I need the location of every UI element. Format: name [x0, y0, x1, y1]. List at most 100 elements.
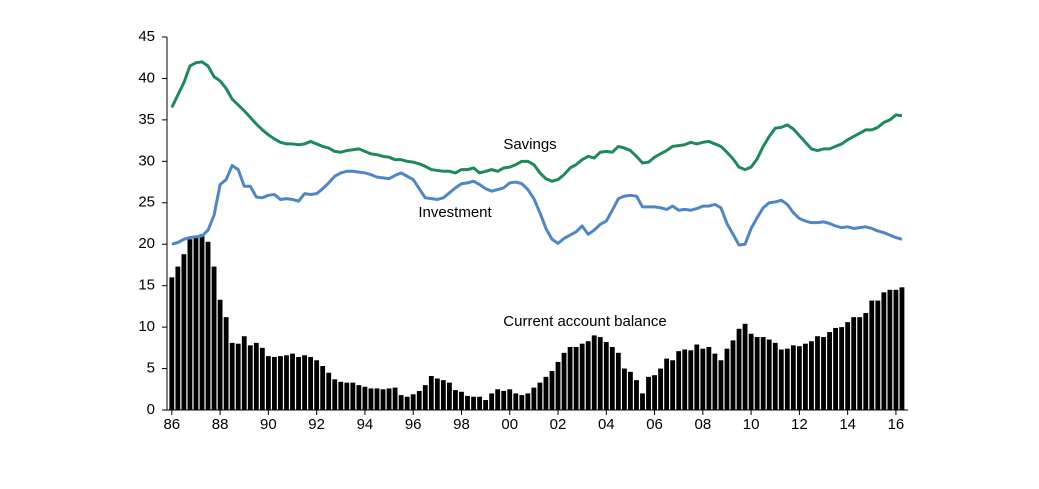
- bar: [217, 299, 223, 410]
- series-label: Savings: [503, 136, 556, 153]
- bar: [392, 387, 398, 410]
- bar: [259, 347, 265, 410]
- bar: [851, 317, 857, 410]
- bar: [332, 379, 338, 410]
- bar: [422, 385, 428, 410]
- y-tick-label: 5: [147, 360, 155, 377]
- bar: [875, 300, 881, 410]
- x-tick-label: 12: [791, 416, 808, 433]
- bar: [314, 360, 320, 410]
- bar: [537, 382, 543, 410]
- bar: [507, 389, 513, 410]
- bar: [821, 337, 826, 410]
- bar: [549, 371, 555, 410]
- x-tick-label: 00: [501, 416, 518, 433]
- bar: [223, 317, 229, 410]
- bar: [525, 393, 531, 410]
- bar: [410, 394, 416, 410]
- x-tick-label: 96: [405, 416, 422, 433]
- bar: [495, 389, 501, 410]
- bar: [181, 254, 187, 410]
- bar: [839, 327, 845, 410]
- bar: [579, 343, 585, 410]
- bar: [778, 349, 784, 410]
- bar: [320, 366, 326, 410]
- y-tick-label: 30: [138, 152, 155, 169]
- bar: [658, 368, 664, 410]
- bar: [887, 289, 893, 410]
- bar: [446, 382, 452, 410]
- bar: [543, 376, 549, 410]
- x-tick-label: 16: [888, 416, 905, 433]
- y-tick-label: 40: [138, 69, 155, 86]
- bar: [471, 396, 476, 410]
- bar: [790, 345, 796, 410]
- bar: [338, 381, 344, 410]
- bar: [284, 355, 289, 410]
- bar: [766, 339, 772, 410]
- bar: [706, 347, 712, 410]
- bar: [603, 342, 609, 410]
- bar: [489, 393, 495, 410]
- bar: [700, 348, 706, 410]
- bar: [736, 328, 742, 410]
- bar: [296, 356, 301, 410]
- bar: [386, 388, 392, 410]
- bar: [640, 393, 645, 410]
- bar: [326, 372, 332, 410]
- bar: [634, 380, 639, 410]
- y-tick-label: 25: [138, 194, 155, 211]
- bar: [368, 388, 374, 410]
- bar: [453, 390, 458, 410]
- bar: [211, 266, 217, 410]
- x-tick-label: 06: [646, 416, 663, 433]
- bar: [531, 387, 537, 410]
- bar: [561, 352, 567, 410]
- bar: [676, 351, 682, 410]
- bar: [465, 395, 470, 410]
- x-tick-label: 02: [550, 416, 567, 433]
- bar: [235, 343, 241, 410]
- bar: [459, 391, 464, 410]
- bar: [628, 371, 633, 410]
- bar: [513, 393, 519, 410]
- bar: [380, 389, 386, 410]
- bar: [869, 300, 875, 410]
- bar: [815, 336, 820, 410]
- bar: [290, 353, 295, 410]
- bar: [404, 396, 410, 410]
- y-tick-label: 45: [138, 28, 155, 45]
- bar: [724, 348, 730, 410]
- bar: [796, 346, 802, 410]
- y-tick-label: 0: [147, 401, 155, 418]
- bar: [899, 287, 905, 410]
- bar: [483, 400, 489, 410]
- bar: [308, 356, 314, 410]
- bar: [187, 239, 193, 410]
- bar: [434, 378, 440, 410]
- bar: [809, 341, 814, 410]
- bar: [833, 327, 839, 410]
- bar: [730, 340, 736, 410]
- bar: [247, 345, 253, 410]
- bar: [398, 395, 404, 410]
- x-tick-label: 88: [212, 416, 229, 433]
- bar: [827, 332, 832, 410]
- bar: [718, 360, 724, 410]
- bar: [175, 266, 181, 410]
- bar: [803, 343, 808, 410]
- bar: [271, 356, 277, 410]
- bar: [712, 353, 718, 410]
- x-tick-label: 10: [743, 416, 760, 433]
- bar: [229, 342, 235, 410]
- bar: [760, 337, 766, 410]
- bar: [857, 317, 863, 410]
- bar: [374, 388, 380, 410]
- bar: [845, 322, 851, 410]
- bar: [646, 376, 651, 410]
- x-tick-label: 92: [308, 416, 325, 433]
- bar: [609, 347, 615, 410]
